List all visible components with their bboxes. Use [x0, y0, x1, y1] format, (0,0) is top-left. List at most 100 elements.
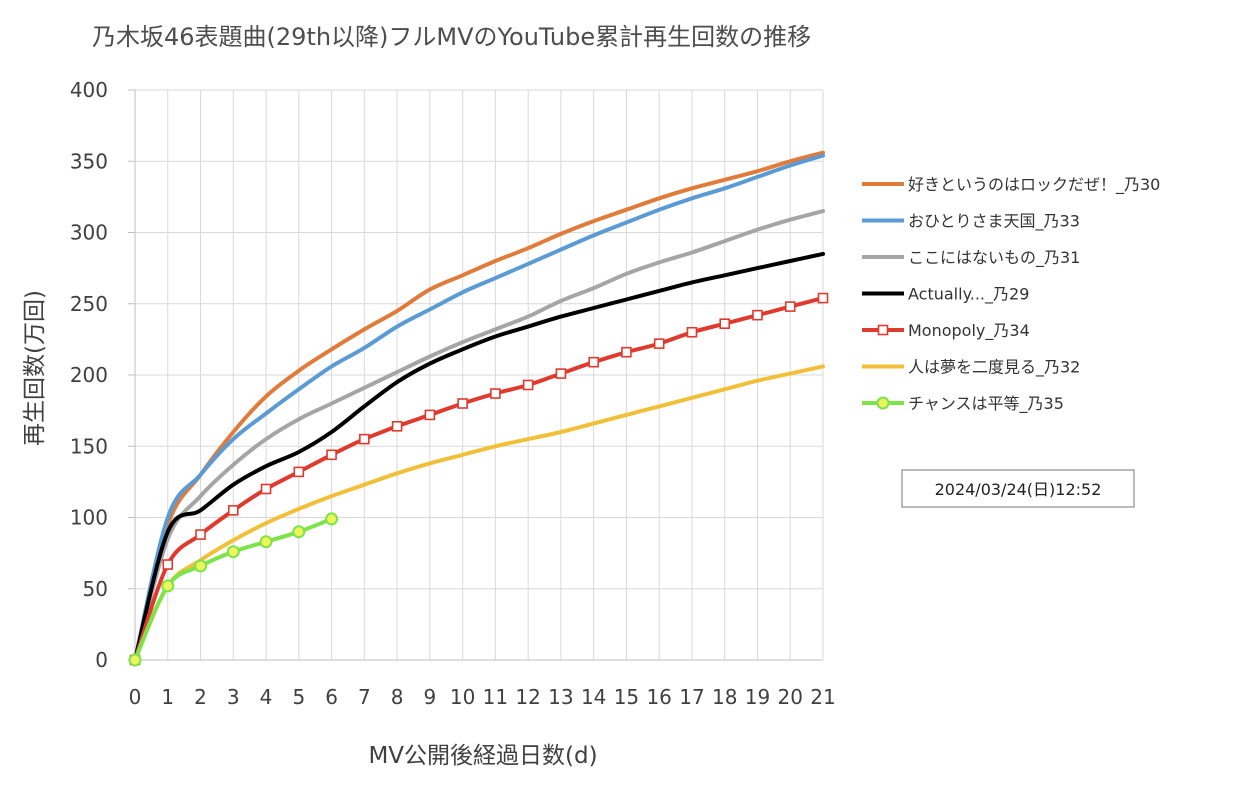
- data-point: [457, 398, 468, 409]
- data-point: [194, 559, 208, 573]
- timestamp-box: 2024/03/24(日)12:52: [901, 469, 1135, 508]
- series-4: [129, 292, 829, 666]
- y-tick-label: 50: [83, 577, 108, 601]
- data-point: [784, 301, 796, 312]
- legend-item: チャンスは平等_乃35: [862, 394, 1064, 414]
- data-point: [686, 326, 698, 338]
- x-tick-label: 18: [712, 685, 737, 709]
- legend-label: 人は夢を二度見る_乃32: [908, 358, 1080, 378]
- x-tick-label: 0: [129, 685, 142, 709]
- series-3: [133, 251, 825, 662]
- legend-item: ここにはないもの_乃31: [862, 248, 1080, 268]
- legend-item: Actually..._乃29: [862, 285, 1029, 305]
- legend-marker: [877, 324, 889, 336]
- y-tick-label: 400: [70, 78, 108, 102]
- legend-item: 人は夢を二度見る_乃32: [862, 358, 1080, 378]
- x-tick-label: 15: [614, 685, 639, 709]
- series-line: [133, 209, 825, 662]
- x-tick-label: 20: [778, 685, 803, 709]
- series-5: [133, 364, 825, 662]
- data-point: [161, 579, 175, 593]
- x-tick-label: 10: [450, 685, 475, 709]
- data-point: [195, 529, 206, 540]
- legend-item: 好きというのはロックだぜ！_乃30: [862, 175, 1160, 195]
- y-tick-label: 250: [70, 292, 108, 316]
- data-point: [259, 535, 273, 549]
- data-point: [621, 346, 632, 358]
- x-tick-label: 16: [646, 685, 671, 709]
- data-point: [128, 653, 142, 667]
- series-2: [133, 209, 825, 662]
- x-tick-label: 5: [292, 685, 305, 709]
- data-point: [325, 512, 339, 526]
- series-line: [133, 153, 825, 662]
- chart-title: 乃木坂46表題曲(29th以降)フルMVのYouTube累計再生回数の推移: [92, 23, 811, 51]
- legend-item: Monopoly_乃34: [862, 321, 1030, 341]
- legend-label: Actually..._乃29: [908, 285, 1029, 305]
- data-point: [490, 388, 501, 399]
- y-tick-label: 300: [70, 221, 108, 245]
- x-tick-label: 13: [548, 685, 573, 709]
- y-tick-labels: 0 50 100 150 200 250 300 350 400: [70, 78, 108, 672]
- x-tick-label: 9: [423, 685, 436, 709]
- data-point: [653, 338, 665, 349]
- data-point: [522, 379, 534, 391]
- series-6: [128, 512, 339, 667]
- x-tick-label: 12: [515, 685, 540, 709]
- data-point: [752, 309, 763, 321]
- legend-label: チャンスは平等_乃35: [908, 394, 1064, 414]
- legend-item: おひとりさま天国_乃33: [862, 212, 1080, 232]
- data-point: [588, 356, 599, 368]
- x-tick-label: 21: [810, 685, 835, 709]
- timestamp-text: 2024/03/24(日)12:52: [935, 480, 1102, 499]
- data-point: [227, 505, 239, 516]
- series-line: [133, 150, 825, 662]
- series-lines: [128, 150, 829, 667]
- data-point: [424, 409, 436, 421]
- y-tick-label: 150: [70, 434, 108, 458]
- legend-label: おひとりさま天国_乃33: [908, 212, 1080, 232]
- y-tick-label: 350: [70, 149, 108, 173]
- data-point: [326, 449, 337, 461]
- x-tick-label: 11: [483, 685, 508, 709]
- x-tick-label: 7: [358, 685, 371, 709]
- data-point: [555, 368, 567, 379]
- x-tick-label: 3: [227, 685, 240, 709]
- x-tick-label: 4: [260, 685, 273, 709]
- data-point: [719, 318, 731, 330]
- legend: 好きというのはロックだぜ！_乃30 おひとりさま天国_乃33 ここにはないもの_乃3…: [862, 175, 1160, 414]
- series-line: [133, 364, 825, 662]
- x-tick-label: 2: [194, 685, 207, 709]
- timestamp-frame: [901, 469, 1135, 508]
- legend-label: 好きというのはロックだぜ！_乃30: [908, 175, 1160, 195]
- data-point: [226, 545, 240, 559]
- data-point: [359, 433, 370, 445]
- data-point: [391, 420, 403, 432]
- x-tick-label: 6: [325, 685, 338, 709]
- data-point: [162, 559, 174, 570]
- data-point: [292, 525, 306, 539]
- x-tick-label: 8: [391, 685, 404, 709]
- series-line: [133, 296, 825, 662]
- series-line: [133, 251, 825, 662]
- y-tick-label: 100: [70, 506, 108, 530]
- x-axis-label: MV公開後経過日数(d): [368, 743, 597, 769]
- axes: [128, 89, 823, 661]
- x-tick-label: 19: [745, 685, 770, 709]
- series-1: [133, 153, 825, 662]
- gridlines: [135, 89, 824, 660]
- x-tick-label: 14: [581, 685, 606, 709]
- y-axis-label: 再生回数(万回): [22, 290, 48, 446]
- y-tick-label: 200: [70, 363, 108, 387]
- x-tick-labels: 0 1 2 3 4 5 6 7 8 9 10 11 12 13 14 15 16 17 18 19 20 21: [129, 685, 836, 709]
- legend-label: ここにはないもの_乃31: [908, 248, 1080, 268]
- data-point: [817, 292, 829, 304]
- x-tick-label: 1: [161, 685, 174, 709]
- data-point: [293, 466, 305, 478]
- x-tick-label: 17: [679, 685, 704, 709]
- legend-marker: [876, 396, 890, 410]
- series-0: [133, 150, 825, 662]
- legend-label: Monopoly_乃34: [908, 321, 1030, 341]
- y-tick-label: 0: [95, 648, 108, 672]
